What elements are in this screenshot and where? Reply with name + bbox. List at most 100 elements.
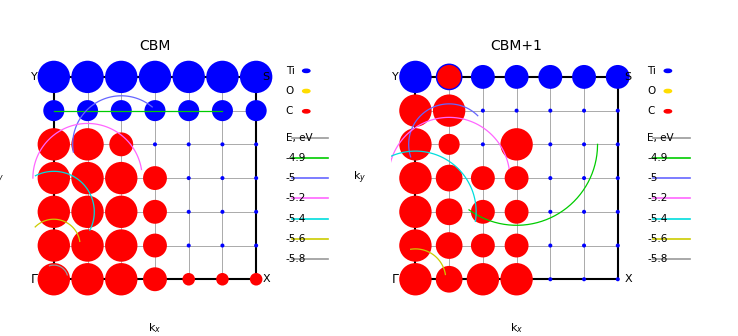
Text: -5.4: -5.4 <box>286 214 306 223</box>
Text: k$_y$: k$_y$ <box>0 170 4 186</box>
Text: k$_x$: k$_x$ <box>148 321 162 335</box>
Circle shape <box>615 244 620 248</box>
Text: S: S <box>263 72 270 82</box>
Circle shape <box>505 200 528 224</box>
Circle shape <box>216 273 229 286</box>
Text: Ti: Ti <box>286 66 294 76</box>
Circle shape <box>72 61 104 93</box>
Text: Γ: Γ <box>392 273 399 286</box>
Circle shape <box>206 61 238 93</box>
Circle shape <box>187 142 190 146</box>
Circle shape <box>548 277 552 281</box>
Circle shape <box>548 176 552 180</box>
Circle shape <box>221 176 224 180</box>
Circle shape <box>615 176 620 180</box>
Circle shape <box>615 210 620 214</box>
Circle shape <box>221 142 224 146</box>
Circle shape <box>399 162 432 194</box>
Circle shape <box>72 196 104 228</box>
Circle shape <box>109 132 133 156</box>
Circle shape <box>582 244 586 248</box>
Circle shape <box>38 263 70 295</box>
Circle shape <box>548 244 552 248</box>
Circle shape <box>105 61 137 93</box>
Circle shape <box>139 61 171 93</box>
Circle shape <box>173 61 205 93</box>
Text: Ti: Ti <box>647 66 656 76</box>
Circle shape <box>582 142 586 146</box>
Circle shape <box>481 142 485 146</box>
Title: CBM+1: CBM+1 <box>491 39 542 53</box>
Circle shape <box>212 100 233 121</box>
Circle shape <box>399 229 432 262</box>
Circle shape <box>38 196 70 228</box>
Text: -5.2: -5.2 <box>647 193 668 203</box>
Circle shape <box>436 266 463 293</box>
Text: -5.6: -5.6 <box>286 234 306 244</box>
Circle shape <box>437 65 461 89</box>
Text: O: O <box>647 86 655 96</box>
Circle shape <box>72 128 104 161</box>
Circle shape <box>399 263 432 295</box>
Circle shape <box>572 65 596 89</box>
Text: -4.9: -4.9 <box>286 153 306 163</box>
Circle shape <box>500 263 533 295</box>
Circle shape <box>433 94 466 127</box>
Circle shape <box>187 244 190 248</box>
Circle shape <box>582 176 586 180</box>
Circle shape <box>399 196 432 228</box>
Circle shape <box>436 232 463 259</box>
Circle shape <box>182 273 195 286</box>
Circle shape <box>514 109 519 113</box>
Text: S: S <box>624 72 632 82</box>
Circle shape <box>38 61 70 93</box>
Circle shape <box>582 277 586 281</box>
Text: k$_x$: k$_x$ <box>510 321 523 335</box>
Circle shape <box>153 142 157 146</box>
Text: -5.6: -5.6 <box>647 234 668 244</box>
Circle shape <box>72 263 104 295</box>
Circle shape <box>187 210 190 214</box>
Text: E, eV: E, eV <box>647 133 674 142</box>
Circle shape <box>615 142 620 146</box>
Text: C: C <box>647 106 655 116</box>
Circle shape <box>105 162 137 194</box>
Circle shape <box>221 244 224 248</box>
Circle shape <box>38 162 70 194</box>
Text: X: X <box>624 274 632 284</box>
Circle shape <box>548 142 552 146</box>
Text: Y: Y <box>393 72 399 82</box>
Circle shape <box>44 100 64 121</box>
Circle shape <box>38 128 70 161</box>
Title: CBM: CBM <box>139 39 170 53</box>
Circle shape <box>178 100 199 121</box>
Circle shape <box>615 277 620 281</box>
Circle shape <box>505 65 528 89</box>
Circle shape <box>105 196 137 228</box>
Text: E, eV: E, eV <box>286 133 312 142</box>
Circle shape <box>505 166 528 190</box>
Circle shape <box>105 229 137 262</box>
Circle shape <box>471 234 494 257</box>
Text: -5.8: -5.8 <box>647 254 668 264</box>
Circle shape <box>615 109 620 113</box>
Circle shape <box>246 100 266 121</box>
Text: C: C <box>286 106 293 116</box>
Text: Y: Y <box>31 72 38 82</box>
Circle shape <box>438 134 460 155</box>
Circle shape <box>145 100 165 121</box>
Circle shape <box>436 165 463 192</box>
Circle shape <box>436 64 463 90</box>
Circle shape <box>436 199 463 225</box>
Text: -5: -5 <box>647 173 658 183</box>
Circle shape <box>481 109 485 113</box>
Text: -5.8: -5.8 <box>286 254 306 264</box>
Circle shape <box>254 142 258 146</box>
Circle shape <box>111 100 132 121</box>
Circle shape <box>582 210 586 214</box>
Text: Γ: Γ <box>30 273 38 286</box>
Circle shape <box>254 176 258 180</box>
Text: -5: -5 <box>286 173 296 183</box>
Circle shape <box>143 234 167 257</box>
Circle shape <box>539 65 562 89</box>
